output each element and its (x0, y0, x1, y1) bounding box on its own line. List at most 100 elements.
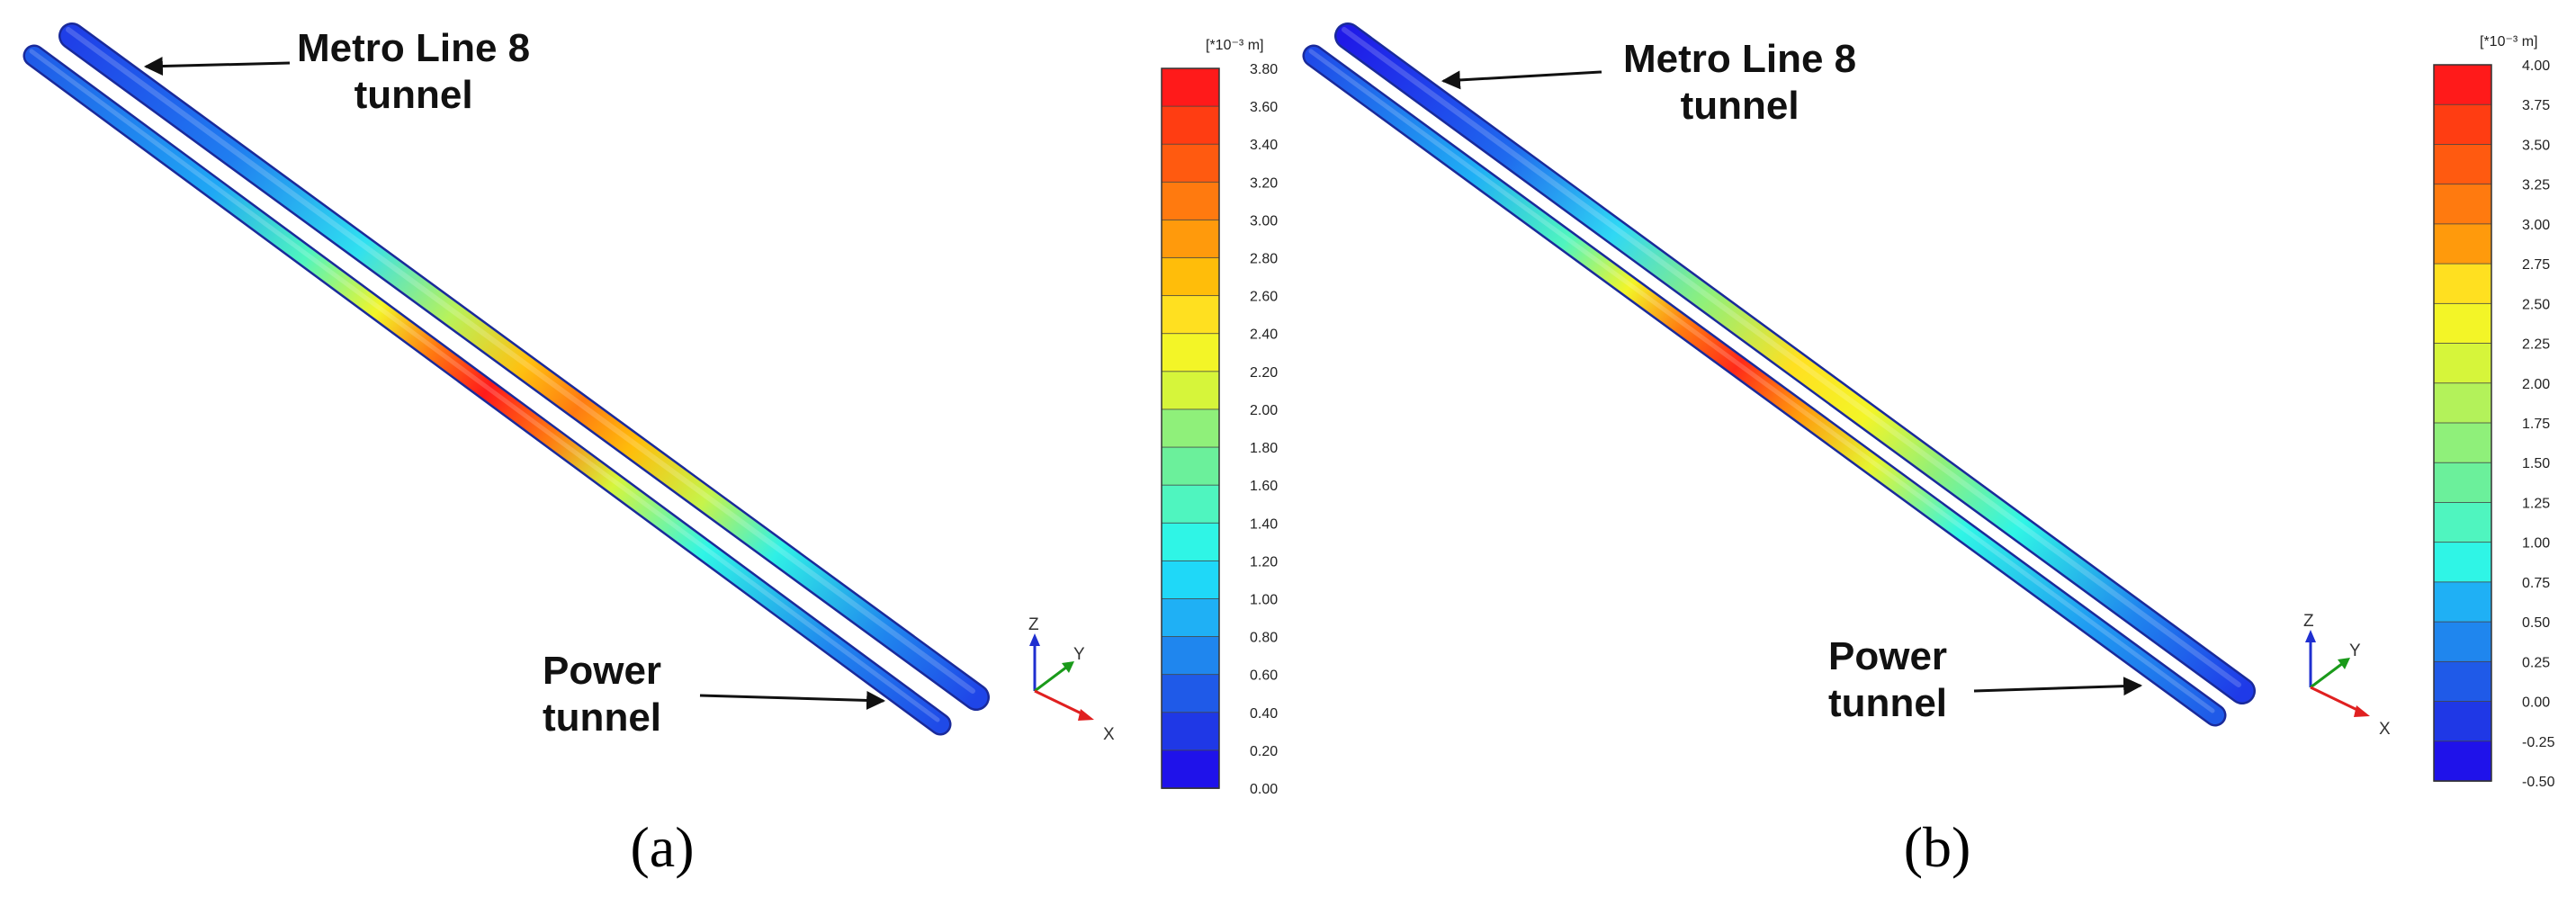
colorbar-swatches (2433, 64, 2492, 782)
tunnel-scene-b: Z Y X 4.00 3.75 3.50 3.25 3.00 2.75 2.50 2.25 2.… (1302, 22, 2555, 790)
colorbar-tick-label: 3.00 (1250, 213, 1278, 229)
colorbar-band (2433, 144, 2492, 185)
metro-tunnel-label-b: Metro Line 8 tunnel (1623, 37, 1857, 128)
colorbar-band (2433, 422, 2492, 464)
colorbar-band (1161, 143, 1220, 184)
figure-panel-a: Z Y X 3.80 3.60 3.40 3.20 3.00 2.80 2.60 2.40 2.… (22, 22, 1278, 879)
power-leader-arrow-b (1973, 677, 2143, 696)
colorbar-band (1161, 598, 1220, 638)
colorbar-tick-label: 0.20 (1250, 744, 1278, 759)
colorbar-tick-label: 0.25 (2522, 655, 2550, 670)
colorbar-band (2433, 184, 2492, 225)
colorbar-band (2433, 343, 2492, 384)
colorbar-band (2433, 223, 2492, 265)
colorbar-band (1161, 522, 1220, 562)
colorbar-band (1161, 67, 1220, 108)
axis-triad-a: Z Y X (1028, 615, 1115, 744)
metro-tunnel-label-a: Metro Line 8 tunnel (297, 26, 531, 117)
panel-label-b: (b) (1903, 815, 1971, 879)
colorbar-b: 4.00 3.75 3.50 3.25 3.00 2.75 2.50 2.25 2.00 1.75… (2433, 58, 2555, 790)
metro-tunnel-b (1334, 22, 2256, 704)
colorbar-band (2433, 502, 2492, 543)
colorbar-band (1161, 408, 1220, 448)
colorbar-tick-label: 1.25 (2522, 496, 2550, 511)
colorbar-band (2433, 701, 2492, 742)
colorbar-tick-label: 3.80 (1250, 62, 1278, 77)
colorbar-band (1161, 333, 1220, 372)
colorbar-band (2433, 542, 2492, 583)
colorbar-band (2433, 382, 2492, 424)
colorbar-band (1161, 371, 1220, 410)
colorbar-tick-label: 3.60 (1250, 100, 1278, 115)
power-tunnel-label-b: Power tunnel (1828, 634, 1948, 725)
colorbar-band (2433, 462, 2492, 504)
colorbar-tick-label: 0.00 (1250, 782, 1278, 797)
colorbar-tick-label: 3.20 (1250, 175, 1278, 191)
metro-leader-arrow-b (1441, 70, 1602, 90)
colorbar-band (1161, 181, 1220, 221)
colorbar-tick-label: 2.00 (1250, 403, 1278, 418)
colorbar-unit-label: [*10⁻³ m] (2480, 34, 2538, 49)
metro-tunnel-a (58, 22, 990, 711)
colorbar-tick-label: 3.50 (2522, 138, 2550, 153)
colorbar-tick-label: -0.25 (2522, 735, 2555, 750)
colorbar-tick-label: 3.00 (2522, 218, 2550, 233)
colorbar-tick-labels: 3.80 3.60 3.40 3.20 3.00 2.80 2.60 2.40 2.20 2.00… (1250, 62, 1278, 797)
colorbar-tick-label: 1.00 (2522, 536, 2550, 552)
axis-x-label: X (1103, 725, 1115, 744)
colorbar-tick-label: 0.80 (1250, 631, 1278, 646)
power-tunnel-a (22, 44, 952, 736)
colorbar-band (1161, 749, 1220, 789)
colorbar-band (1161, 712, 1220, 751)
power-tunnel-b (1302, 44, 2227, 727)
colorbar-band (2433, 621, 2492, 663)
colorbar-tick-label: 0.40 (1250, 706, 1278, 722)
colorbar-tick-label: 2.80 (1250, 252, 1278, 267)
colorbar-band (2433, 263, 2492, 305)
axis-z-label: Z (1028, 615, 1039, 634)
colorbar-band (2433, 64, 2492, 106)
axis-y-label: Y (1073, 645, 1085, 664)
colorbar-band (2433, 103, 2492, 146)
colorbar-band (2433, 660, 2492, 703)
colorbar-tick-label: 2.20 (1250, 365, 1278, 381)
colorbar-band (1161, 105, 1220, 146)
colorbar-unit-label: [*10⁻³ m] (1206, 38, 1264, 53)
colorbar-band (1161, 446, 1220, 487)
colorbar-tick-label: 1.20 (1250, 554, 1278, 570)
colorbar-tick-labels: 4.00 3.75 3.50 3.25 3.00 2.75 2.50 2.25 2.00 1.75… (2522, 58, 2555, 790)
colorbar-tick-label: 1.80 (1250, 441, 1278, 456)
colorbar-band (2433, 740, 2492, 782)
axis-z-label: Z (2303, 612, 2314, 631)
metro-leader-arrow-a (143, 57, 291, 76)
colorbar-tick-label: 1.50 (2522, 456, 2550, 471)
colorbar-tick-label: 2.00 (2522, 377, 2550, 392)
colorbar-tick-label: 0.75 (2522, 576, 2550, 591)
colorbar-band (1161, 220, 1220, 259)
colorbar-tick-label: 2.60 (1250, 290, 1278, 305)
colorbar-tick-label: -0.50 (2522, 775, 2555, 790)
colorbar-tick-label: 1.75 (2522, 417, 2550, 432)
power-tunnel-label-a: Power tunnel (543, 649, 662, 740)
colorbar-tick-label: 2.75 (2522, 257, 2550, 273)
axis-triad-b: Z Y X (2303, 612, 2391, 739)
colorbar-band (1161, 560, 1220, 600)
colorbar-tick-label: 0.00 (2522, 695, 2550, 711)
tunnel-scene-a: Z Y X 3.80 3.60 3.40 3.20 3.00 2.80 2.60 2.40 2.… (22, 22, 1278, 797)
colorbar-band (1161, 295, 1220, 335)
colorbar-tick-label: 0.50 (2522, 615, 2550, 631)
colorbar-band (1161, 484, 1220, 525)
colorbar-tick-label: 4.00 (2522, 58, 2550, 74)
colorbar-tick-label: 2.25 (2522, 337, 2550, 353)
colorbar-tick-label: 3.25 (2522, 178, 2550, 193)
colorbar-band (1161, 257, 1220, 297)
colorbar-swatches (1161, 67, 1220, 789)
colorbar-tick-label: 1.60 (1250, 479, 1278, 494)
axis-y-label: Y (2349, 641, 2361, 660)
axis-x-label: X (2379, 720, 2391, 739)
colorbar-band (2433, 302, 2492, 345)
colorbar-tick-label: 3.75 (2522, 98, 2550, 113)
colorbar-tick-label: 1.40 (1250, 516, 1278, 532)
panel-label-a: (a) (630, 815, 695, 879)
colorbar-tick-label: 1.00 (1250, 592, 1278, 607)
